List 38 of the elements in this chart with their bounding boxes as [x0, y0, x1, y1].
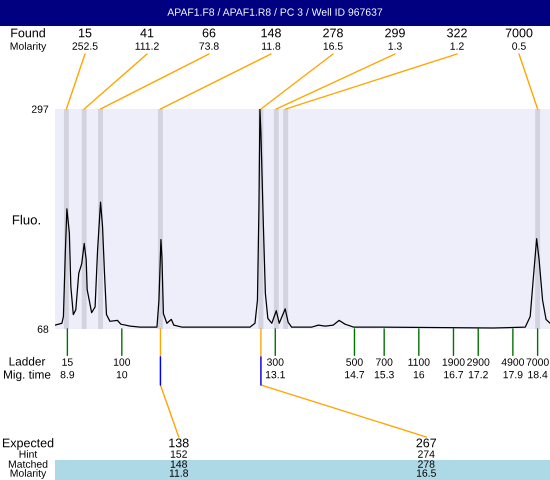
annotation: 7000: [526, 358, 549, 366]
annotation: 267 274 278 16.5: [416, 438, 436, 477]
x-tick-label: 18.4: [528, 370, 548, 378]
x-tick-label: 16.7: [444, 370, 464, 378]
annotation: 15 252.5: [72, 28, 98, 50]
chart-title: APAF1.F8 / APAF1.R8 / PC 3 / Well ID 967637: [167, 8, 382, 16]
annotation: 4900: [502, 358, 524, 366]
annotation: 148 11.8: [262, 28, 281, 50]
annotation: 138 152 148 11.8: [169, 438, 189, 477]
x-tick-label: 15.3: [374, 370, 394, 378]
x-tick-label: 8.9: [60, 370, 74, 378]
x-tick-label: 13.1: [266, 370, 285, 378]
annotation: 500: [346, 358, 363, 366]
annotation: 66 73.8: [199, 28, 219, 50]
y-tick-label: 68: [38, 326, 48, 333]
y-axis-title: Fluo.: [12, 214, 40, 225]
x-tick-label: 17.2: [468, 370, 488, 378]
annotation: 1900: [442, 358, 465, 366]
annotation: 15: [62, 358, 73, 366]
text: Found Molarity: [10, 28, 46, 52]
annotation: 299 1.3: [385, 28, 405, 50]
x-tick-label: 14.7: [345, 371, 364, 378]
annotation: 322 1.2: [447, 28, 467, 50]
annotation: 300: [266, 358, 284, 366]
annotation: 278 16.5: [323, 28, 343, 50]
annotation: 41 111.2: [136, 28, 159, 50]
annotation: 7000 0.5: [506, 28, 532, 50]
text: Expected Hint Matched Molarity: [2, 438, 54, 479]
x-axis-title: Ladder Mig. time: [4, 356, 50, 382]
annotation: 100: [114, 358, 130, 366]
line-series: [55, 109, 550, 329]
x-tick-label: 16: [414, 370, 424, 378]
annotation: 700: [376, 358, 392, 366]
x-tick-label: 10: [116, 370, 128, 378]
x-tick-label: 17.9: [504, 370, 523, 378]
annotation: 1100: [408, 358, 430, 366]
annotation: 2900: [467, 358, 490, 366]
y-tick-label: 297: [32, 106, 48, 113]
